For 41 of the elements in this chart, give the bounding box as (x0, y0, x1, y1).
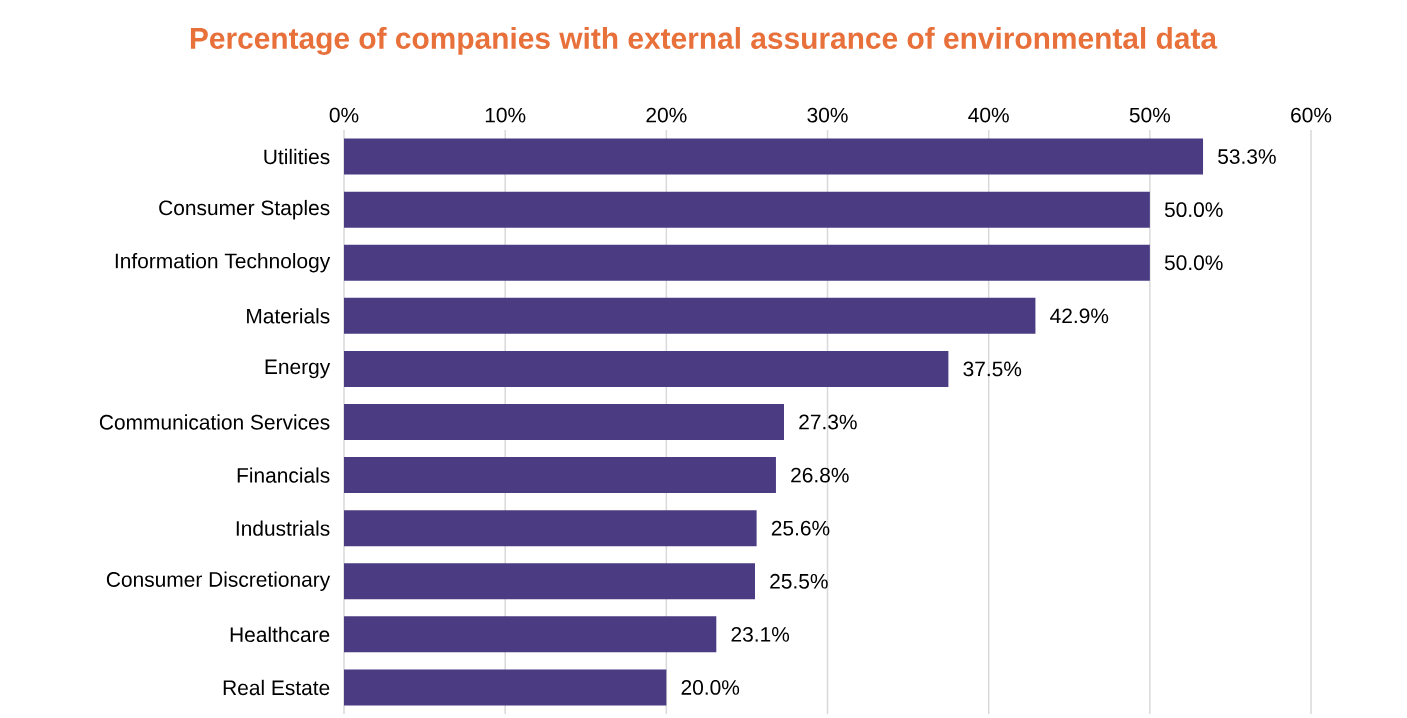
data-label: 23.1% (731, 626, 790, 642)
bar (344, 404, 784, 440)
x-tick-label: 30% (807, 107, 848, 123)
x-tick-label: 20% (646, 107, 687, 123)
data-label: 25.6% (771, 520, 830, 536)
x-tick-label: 0% (329, 107, 359, 123)
data-label: 42.9% (1050, 308, 1109, 324)
y-tick-label: Information Technology (115, 252, 331, 273)
data-label: 27.3% (799, 414, 857, 430)
y-tick-label: Utilities (264, 148, 330, 165)
data-label: 20.0% (681, 680, 740, 695)
y-tick-label: Real Estate (223, 679, 330, 696)
bar (344, 616, 717, 653)
bar (344, 138, 1204, 175)
data-label: 25.5% (770, 573, 828, 589)
bar (344, 191, 1150, 228)
y-tick-label: Healthcare (230, 626, 330, 643)
y-tick-label: Consumer Discretionary (106, 571, 331, 592)
bar (344, 297, 1036, 334)
x-tick-label: 40% (968, 107, 1009, 123)
y-tick-label: Communication Services (99, 414, 330, 430)
data-label: 26.8% (791, 467, 849, 483)
data-label: 50.0% (1164, 255, 1223, 271)
x-tick-label: 60% (1291, 107, 1332, 123)
bar (344, 563, 755, 600)
bar (344, 457, 776, 494)
data-label: 37.5% (963, 361, 1022, 377)
bar (344, 510, 757, 547)
data-label: 50.0% (1164, 202, 1223, 218)
chart-title: Percentage of companies with external assurance of environmental data (190, 27, 1218, 55)
bar (344, 244, 1150, 281)
x-tick-label: 50% (1129, 107, 1171, 123)
y-tick-label: Energy (265, 359, 331, 379)
bar (344, 350, 949, 387)
x-tick-label: 10% (485, 107, 526, 123)
y-tick-label: Consumer Staples (159, 199, 330, 220)
bar (344, 669, 667, 706)
y-tick-label: Industrials (236, 520, 330, 536)
y-tick-label: Materials (247, 308, 330, 324)
y-tick-label: Financials (237, 467, 330, 483)
data-label: 53.3% (1218, 149, 1276, 164)
